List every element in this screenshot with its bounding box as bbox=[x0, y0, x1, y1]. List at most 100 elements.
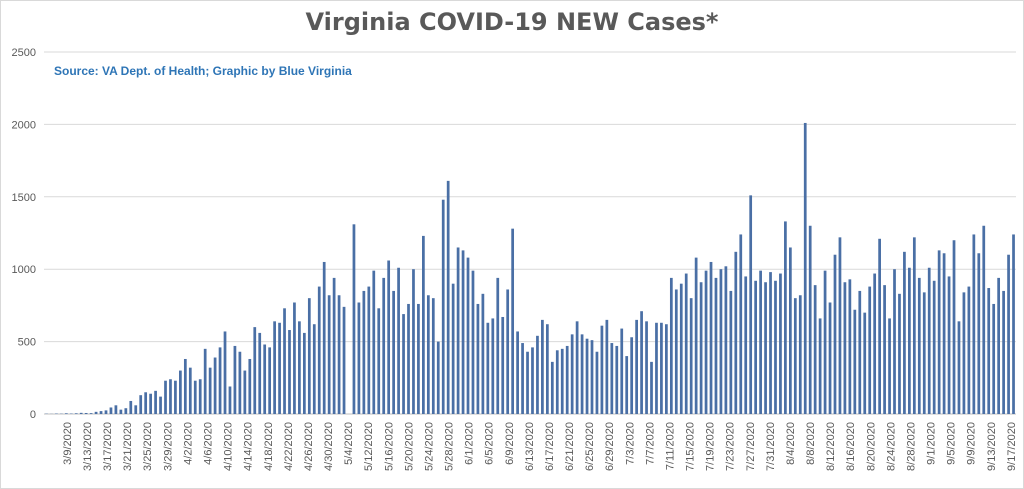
bar bbox=[848, 279, 852, 414]
x-tick-label: 7/15/2020 bbox=[685, 422, 697, 471]
chart-source-note: Source: VA Dept. of Health; Graphic by B… bbox=[54, 64, 352, 78]
bar bbox=[451, 283, 455, 414]
bar bbox=[744, 276, 748, 414]
x-tick-label: 9/9/2020 bbox=[966, 422, 978, 465]
bar bbox=[109, 407, 113, 414]
bar bbox=[987, 288, 991, 414]
bar bbox=[228, 386, 232, 414]
bar bbox=[932, 280, 936, 414]
bar bbox=[124, 408, 128, 414]
x-tick-label: 6/1/2020 bbox=[464, 422, 476, 465]
bar bbox=[873, 273, 877, 414]
bar bbox=[565, 345, 569, 414]
bar bbox=[476, 303, 480, 414]
bar bbox=[263, 344, 267, 414]
bar bbox=[94, 411, 98, 414]
bar bbox=[764, 282, 767, 414]
bar bbox=[298, 321, 301, 414]
x-tick-label: 5/4/2020 bbox=[343, 422, 355, 465]
x-tick-label: 5/12/2020 bbox=[363, 422, 375, 471]
x-tick-label: 7/23/2020 bbox=[725, 422, 737, 471]
bar bbox=[268, 347, 272, 414]
bar bbox=[174, 380, 177, 414]
x-tick-label: 4/10/2020 bbox=[223, 422, 235, 471]
bar bbox=[258, 332, 262, 414]
bar bbox=[183, 358, 187, 414]
bar bbox=[957, 321, 961, 414]
x-tick-label: 3/25/2020 bbox=[142, 422, 154, 471]
x-tick-label: 3/13/2020 bbox=[82, 422, 94, 471]
bar bbox=[188, 367, 192, 414]
x-tick-label: 7/19/2020 bbox=[705, 422, 717, 471]
bar bbox=[620, 328, 624, 414]
bar bbox=[397, 267, 400, 414]
bar bbox=[655, 322, 658, 414]
bar bbox=[908, 267, 911, 414]
bar bbox=[570, 334, 574, 414]
bar bbox=[283, 308, 286, 414]
bar bbox=[337, 295, 341, 414]
x-tick-label: 4/26/2020 bbox=[303, 422, 315, 471]
x-tick-label: 3/29/2020 bbox=[162, 422, 174, 471]
bar bbox=[962, 292, 966, 414]
bar bbox=[164, 380, 167, 414]
bar bbox=[119, 409, 123, 414]
y-tick-label: 1500 bbox=[12, 192, 36, 204]
bar bbox=[729, 290, 733, 414]
y-tick-label: 0 bbox=[30, 409, 36, 421]
bar bbox=[754, 280, 758, 414]
x-tick-label: 8/16/2020 bbox=[845, 422, 857, 471]
x-tick-label: 5/28/2020 bbox=[444, 422, 456, 471]
bar bbox=[937, 250, 941, 414]
bar bbox=[387, 260, 391, 414]
x-tick-label: 6/25/2020 bbox=[584, 422, 596, 471]
bar bbox=[208, 367, 212, 414]
bar bbox=[808, 225, 812, 414]
bar bbox=[1012, 234, 1015, 414]
x-tick-label: 4/30/2020 bbox=[323, 422, 335, 471]
x-tick-label: 7/31/2020 bbox=[765, 422, 777, 471]
bar bbox=[307, 298, 311, 414]
bar bbox=[610, 343, 614, 414]
bar bbox=[947, 276, 951, 414]
bar bbox=[878, 238, 881, 414]
bar bbox=[803, 122, 807, 414]
bar bbox=[302, 332, 306, 414]
bar bbox=[154, 390, 157, 414]
chart-title: Virginia COVID-19 NEW Cases* bbox=[305, 8, 719, 36]
bar bbox=[506, 289, 510, 414]
bar bbox=[679, 283, 683, 414]
bar bbox=[372, 270, 376, 414]
bar bbox=[734, 251, 738, 414]
bar bbox=[74, 413, 78, 414]
bar bbox=[635, 319, 638, 414]
bar bbox=[793, 298, 797, 414]
bar bbox=[243, 370, 247, 414]
bar bbox=[912, 237, 916, 414]
bar bbox=[833, 254, 837, 414]
x-tick-label: 4/22/2020 bbox=[283, 422, 295, 471]
bar bbox=[982, 225, 986, 414]
bar bbox=[193, 380, 197, 414]
bar bbox=[838, 237, 842, 414]
bar bbox=[560, 348, 564, 414]
bar bbox=[149, 393, 152, 414]
bar bbox=[436, 341, 440, 414]
bar bbox=[997, 277, 1001, 414]
x-tick-label: 4/14/2020 bbox=[243, 422, 255, 471]
bar bbox=[868, 286, 872, 414]
bar bbox=[134, 405, 138, 414]
bar bbox=[650, 361, 653, 414]
x-tick-label: 9/13/2020 bbox=[986, 422, 998, 471]
bar bbox=[526, 351, 529, 414]
bar bbox=[1002, 290, 1005, 414]
x-tick-label: 8/28/2020 bbox=[906, 422, 918, 471]
bar bbox=[357, 302, 361, 414]
bar bbox=[843, 282, 847, 414]
bar bbox=[407, 303, 410, 414]
x-tick-label: 8/4/2020 bbox=[785, 422, 797, 465]
bar bbox=[521, 343, 524, 414]
bar bbox=[426, 295, 430, 414]
bar bbox=[689, 298, 693, 414]
bar bbox=[114, 405, 118, 414]
